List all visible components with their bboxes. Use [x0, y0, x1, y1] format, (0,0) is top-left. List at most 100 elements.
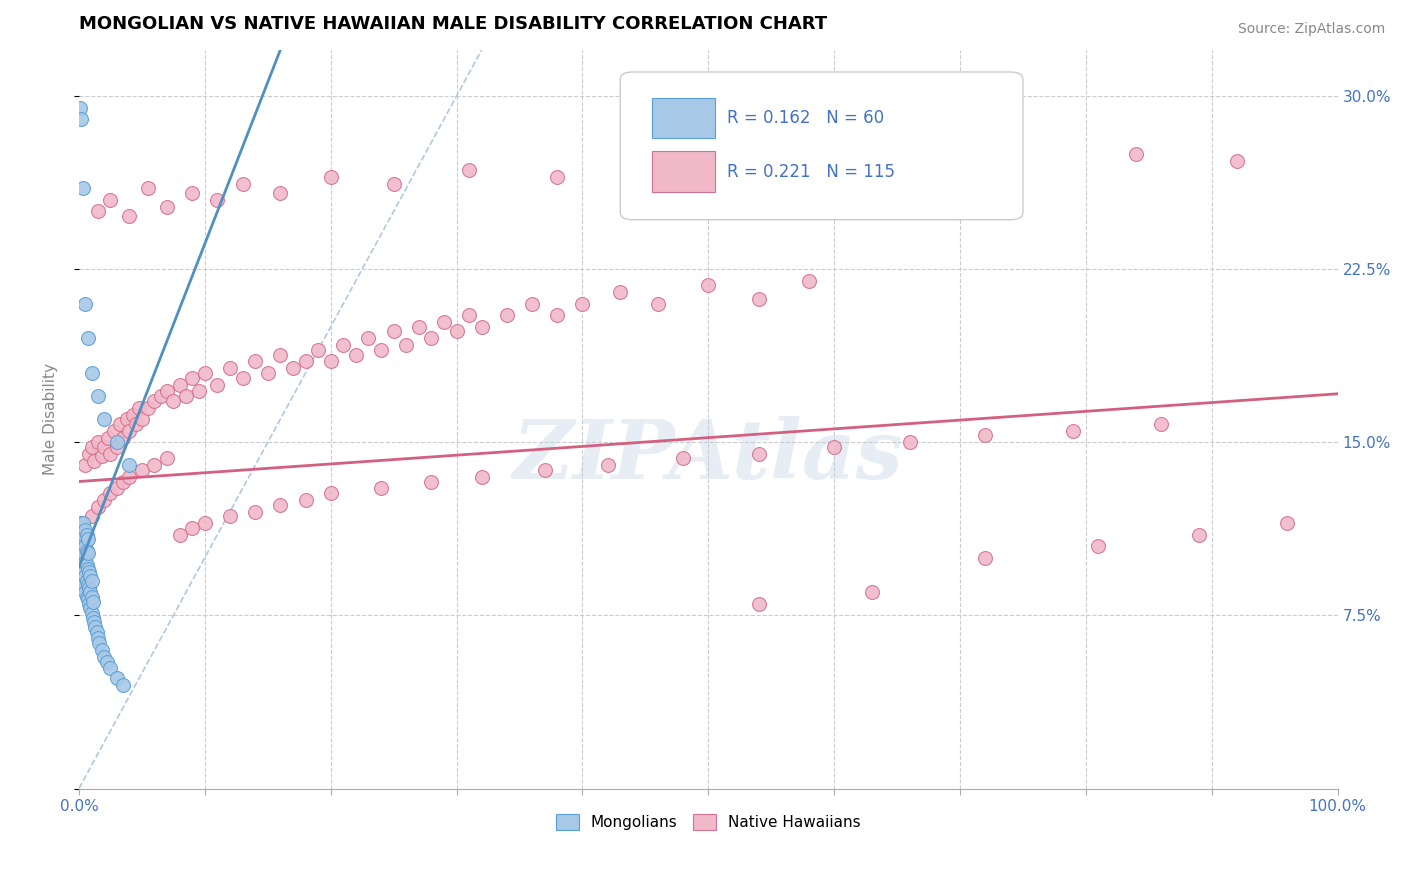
- Point: [1000, 158, 1022, 172]
- Point: [294, 354, 316, 368]
- Point: [571, 297, 593, 311]
- Point: [748, 597, 770, 611]
- Point: [79, 585, 101, 599]
- Point: [1062, 424, 1084, 438]
- Point: [76, 543, 98, 558]
- Point: [69, 550, 91, 565]
- Point: [118, 458, 141, 473]
- Point: [332, 338, 354, 352]
- Point: [93, 649, 115, 664]
- Point: [382, 325, 405, 339]
- Point: [69, 527, 91, 541]
- Point: [243, 354, 266, 368]
- Point: [76, 533, 98, 547]
- Point: [110, 417, 132, 431]
- Point: [87, 500, 110, 514]
- Point: [111, 475, 134, 489]
- Point: [93, 440, 115, 454]
- Point: [115, 412, 138, 426]
- Point: [76, 562, 98, 576]
- Point: [269, 186, 291, 200]
- Point: [1277, 516, 1299, 530]
- Point: [136, 401, 159, 415]
- Point: [87, 632, 110, 646]
- Point: [1087, 539, 1109, 553]
- Point: [97, 431, 120, 445]
- Point: [87, 636, 110, 650]
- Point: [609, 285, 631, 300]
- Point: [169, 377, 191, 392]
- Point: [232, 177, 254, 191]
- Point: [70, 516, 93, 530]
- Point: [72, 574, 94, 588]
- Point: [748, 292, 770, 306]
- Point: [76, 558, 98, 572]
- Point: [75, 297, 97, 311]
- Point: [72, 533, 94, 547]
- Point: [546, 169, 568, 184]
- Point: [72, 181, 94, 195]
- Point: [181, 521, 204, 535]
- Point: [169, 527, 191, 541]
- Point: [174, 389, 197, 403]
- Point: [156, 200, 179, 214]
- Point: [111, 678, 134, 692]
- Point: [181, 186, 204, 200]
- Point: [496, 308, 519, 322]
- Point: [87, 435, 110, 450]
- Point: [143, 458, 166, 473]
- Point: [76, 527, 98, 541]
- Point: [181, 370, 204, 384]
- FancyBboxPatch shape: [651, 98, 714, 138]
- Point: [75, 539, 97, 553]
- Point: [77, 597, 100, 611]
- Point: [382, 177, 405, 191]
- Point: [80, 606, 103, 620]
- Point: [105, 671, 128, 685]
- Point: [118, 470, 141, 484]
- Point: [408, 319, 430, 334]
- Point: [80, 366, 103, 380]
- Point: [118, 424, 141, 438]
- Point: [82, 610, 104, 624]
- Point: [162, 393, 184, 408]
- Text: R = 0.162   N = 60: R = 0.162 N = 60: [727, 109, 884, 127]
- Point: [103, 424, 125, 438]
- Point: [207, 377, 229, 392]
- Point: [73, 562, 96, 576]
- Point: [87, 204, 110, 219]
- Point: [1125, 146, 1147, 161]
- Point: [100, 486, 122, 500]
- Point: [974, 550, 997, 565]
- Point: [69, 101, 91, 115]
- Point: [149, 389, 172, 403]
- Point: [96, 655, 118, 669]
- Point: [860, 585, 883, 599]
- Point: [797, 274, 820, 288]
- Point: [156, 451, 179, 466]
- Point: [281, 361, 304, 376]
- Point: [823, 440, 845, 454]
- Point: [75, 569, 97, 583]
- Point: [70, 562, 93, 576]
- Point: [395, 338, 418, 352]
- Point: [84, 620, 107, 634]
- Point: [219, 509, 242, 524]
- Point: [72, 516, 94, 530]
- Point: [75, 585, 97, 599]
- Point: [232, 370, 254, 384]
- Point: [533, 463, 555, 477]
- Point: [420, 475, 443, 489]
- Point: [256, 366, 278, 380]
- Point: [73, 527, 96, 541]
- Point: [70, 539, 93, 553]
- Point: [319, 169, 342, 184]
- Point: [80, 509, 103, 524]
- Point: [873, 153, 896, 168]
- Point: [86, 624, 108, 639]
- Point: [596, 458, 619, 473]
- Point: [294, 493, 316, 508]
- Point: [1226, 153, 1249, 168]
- Point: [647, 158, 669, 172]
- Point: [433, 315, 456, 329]
